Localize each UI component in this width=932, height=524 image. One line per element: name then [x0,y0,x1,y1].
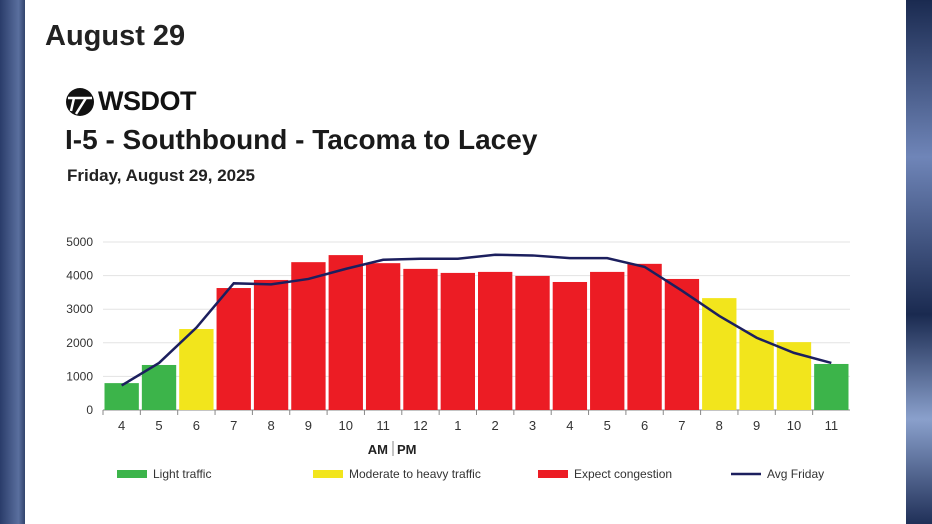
bar [552,281,588,410]
avg-friday-line [121,253,832,387]
traffic-chart: 4 5 6 7 8 9 10 11 12 1 2 3 4 5 6 7 8 9 10 11010002000300040… [66,235,850,481]
x-tick-label: 9 [753,418,760,433]
y-tick-label: 0 [86,403,93,417]
x-tick-label: 1 [454,418,461,433]
x-tick-label: 4 [118,418,125,433]
x-tick-label: 5 [155,418,162,433]
bar [664,278,700,410]
content-panel: August 29 WSDOT I-5 - Southbound - Tacom… [25,0,906,524]
legend-label-moderate: Moderate to heavy traffic [349,467,481,481]
bar [440,272,475,410]
bar [365,263,401,410]
bar [141,364,177,410]
bar [627,263,662,410]
wsdot-logo: WSDOT [65,86,197,117]
am-label: AM [368,442,388,457]
x-tick-label: 8 [267,418,274,433]
x-tick-label: 3 [529,418,536,433]
x-tick-label: 4 [566,418,573,433]
bar [104,383,139,410]
x-tick-label: 10 [339,418,353,433]
page-date-heading: August 29 [45,20,186,52]
y-tick-label: 1000 [66,369,93,383]
legend-swatch-congestion [538,470,568,478]
bar [291,262,326,410]
bar [590,271,625,410]
legend-label-congestion: Expect congestion [574,467,672,481]
legend-label-light: Light traffic [153,467,211,481]
x-tick-label: 6 [193,418,200,433]
x-tick-label: 12 [413,418,427,433]
bar [328,255,363,410]
bar [179,329,214,410]
x-tick-label: 2 [492,418,499,433]
wsdot-logo-icon [66,87,94,116]
x-tick-label: 8 [716,418,723,433]
bar [216,288,251,410]
x-tick-label: 6 [641,418,648,433]
y-tick-label: 2000 [66,336,93,350]
x-tick-label: 5 [604,418,611,433]
bar [253,279,289,410]
legend-swatch-moderate [313,470,343,478]
x-tick-label: 11 [825,418,839,433]
bar [403,268,438,410]
x-tick-label: 11 [376,418,390,433]
bar [814,363,849,410]
background-image [904,0,932,524]
legend-label-avg: Avg Friday [767,467,824,481]
bar [478,271,513,410]
bar [515,275,550,410]
x-tick-label: 7 [678,418,685,433]
y-tick-label: 4000 [66,269,93,283]
pm-label: PM [397,442,417,457]
chart-subtitle: Friday, August 29, 2025 [67,166,256,185]
x-tick-label: 7 [230,418,237,433]
y-tick-label: 3000 [66,302,93,316]
x-tick-label: 9 [305,418,312,433]
y-tick-label: 5000 [66,235,93,249]
x-tick-label: 10 [787,418,801,433]
chart-title: I-5 - Southbound - Tacoma to Lacey [65,124,538,155]
logo-text: WSDOT [98,86,197,116]
legend-swatch-light [117,470,147,478]
